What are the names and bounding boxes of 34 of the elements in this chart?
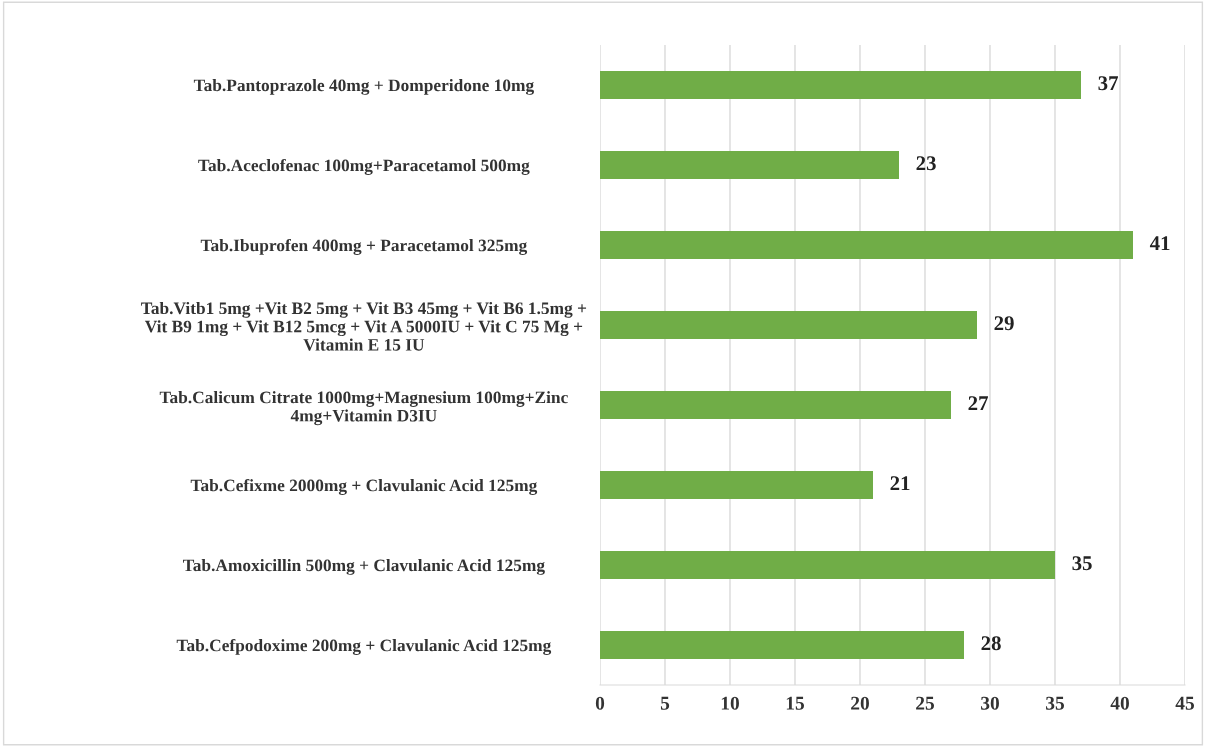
data-label: 37: [1098, 76, 1118, 91]
x-tick-label: 45: [1175, 696, 1195, 710]
bar: [600, 391, 951, 419]
x-tick-label: 25: [916, 696, 935, 710]
bar: [600, 631, 964, 659]
x-tick-label: 5: [660, 696, 670, 710]
y-tick-label: Tab.Amoxicillin 500mg + Clavulanic Acid 125mg: [183, 558, 545, 575]
x-tick-label: 30: [981, 696, 999, 710]
x-tick-label: 35: [1046, 696, 1065, 710]
x-tick-label: 0: [595, 696, 605, 710]
bar: [600, 471, 873, 499]
x-tick-label: 15: [786, 696, 805, 710]
data-label: 41: [1149, 236, 1170, 251]
y-tick-label: Tab.Cefpodoxime 200mg + Clavulanic Acid 125mg: [176, 638, 552, 655]
y-tick-label: Tab.Aceclofenac 100mg+Paracetamol 500mg: [198, 158, 530, 175]
data-label: 23: [916, 156, 936, 171]
bar: [600, 71, 1081, 99]
bar: [600, 151, 899, 179]
bar: [600, 231, 1133, 259]
bar: [600, 551, 1055, 579]
x-tick-label: 40: [1110, 696, 1129, 710]
y-tick-label: Tab.Cefixme 2000mg + Clavulanic Acid 125mg: [190, 478, 538, 495]
data-label: 29: [994, 316, 1014, 331]
data-label: 27: [968, 396, 988, 411]
data-label: 21: [890, 476, 910, 491]
y-tick-label: Tab.Ibuprofen 400mg + Paracetamol 325mg: [200, 238, 528, 255]
y-tick-label: Tab.Vitb1 5mg +Vit B2 5mg + Vit B3 45mg + Vit B6 1.5mg + Vit B9 1mg + Vit B12 5mcg + Vit A 5000IU + Vit C 75 Mg + Vitamin E 15 IU: [141, 301, 587, 351]
y-tick-label: Tab.Pantoprazole 40mg + Domperidone 10mg: [193, 78, 534, 95]
y-tick-label: Tab.Calicum Citrate 1000mg+Magnesium 100mg+Zinc 4mg+Vitamin D3IU: [159, 391, 568, 426]
x-tick-label: 10: [721, 696, 739, 710]
bar: [600, 311, 977, 339]
data-label: 35: [1072, 556, 1092, 571]
data-label: 28: [981, 636, 1001, 651]
x-tick-label: 20: [851, 696, 869, 710]
